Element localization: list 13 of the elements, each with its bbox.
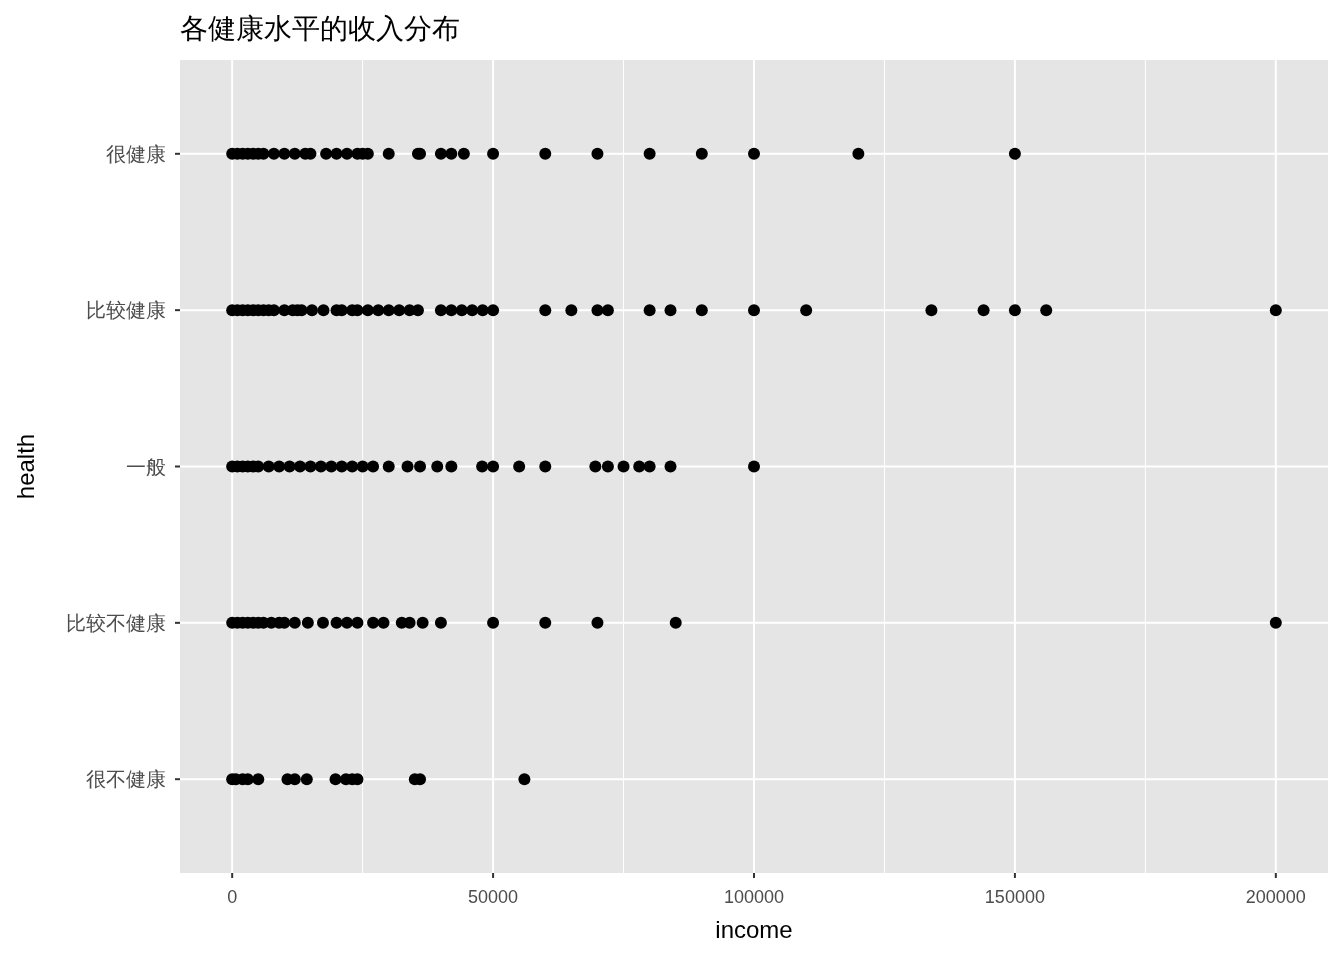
x-tick-label: 200000 (1245, 887, 1306, 907)
chart-title: 各健康水平的收入分布 (180, 13, 460, 44)
x-tick-label: 50000 (468, 887, 519, 907)
y-tick-label: 很不健康 (86, 768, 166, 791)
y-tick-label: 比较不健康 (66, 611, 166, 634)
x-tick-label: 150000 (984, 887, 1045, 907)
y-axis-title: health (12, 433, 39, 500)
y-tick-label: 比较健康 (86, 299, 166, 322)
x-tick-label: 100000 (723, 887, 785, 907)
x-axis-title: income (715, 916, 793, 943)
y-tick-label: 很健康 (106, 142, 166, 165)
y-tick-label: 一般 (126, 455, 166, 478)
x-tick-label: 0 (227, 887, 238, 907)
